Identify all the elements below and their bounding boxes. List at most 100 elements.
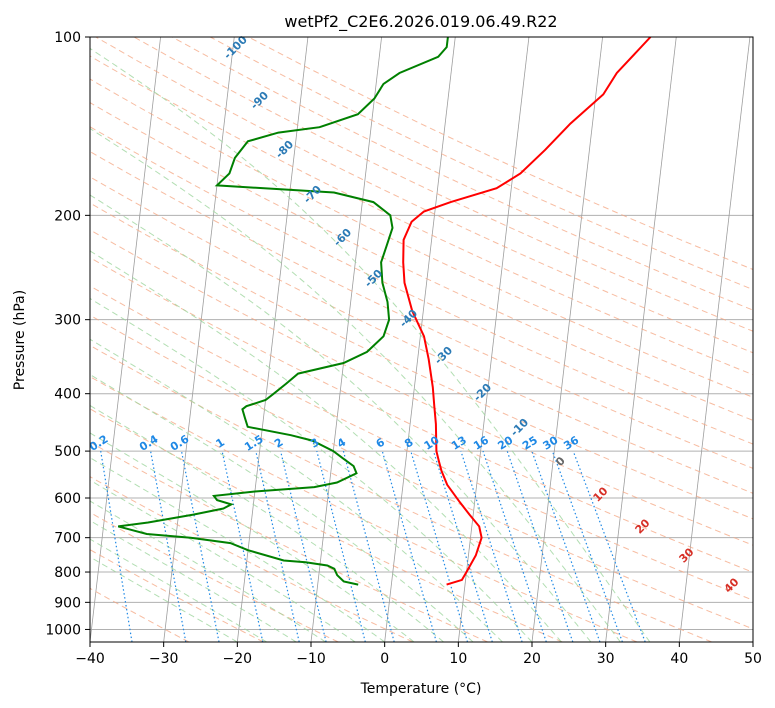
potential-temp-label: -20: [471, 381, 494, 404]
mixing-ratio-label: 13: [449, 434, 469, 453]
isotherm: [90, 37, 161, 642]
mixing-ratio-line: [100, 451, 133, 642]
chart-title: wetPf2_C2E6.2026.019.06.49.R22: [284, 12, 557, 32]
moist-adiabat: [90, 538, 268, 642]
dry-adiabat: [248, 37, 753, 271]
y-axis-ticks: 100 200 300 400 500 600 700 800 900 1000: [45, 30, 90, 638]
mixing-ratio-line: [531, 450, 601, 642]
isotherm: [384, 37, 456, 642]
mixing-ratio-line: [482, 450, 547, 642]
mixing-ratio-label: 0.4: [137, 432, 161, 454]
isotherm: [163, 37, 235, 642]
mixing-ratio-line: [460, 450, 523, 642]
dry-adiabat-label: 30: [677, 545, 697, 565]
dry-adiabat-label: 20: [633, 516, 653, 536]
mixing-ratio-label: 4: [335, 435, 349, 450]
dry-adiabat: [133, 37, 753, 332]
x-axis-label: Temperature (°C): [360, 681, 482, 697]
mixing-ratio-label: 1: [214, 436, 227, 451]
mixing-ratio-label: 6: [374, 435, 388, 450]
mixing-ratio-line: [410, 450, 469, 642]
dry-adiabat: [90, 256, 753, 573]
x-tick-label: −20: [223, 651, 253, 667]
dry-adiabat-label: 10: [591, 484, 611, 504]
isotherm: [457, 37, 530, 642]
potential-temp-label: -90: [248, 89, 271, 112]
mixing-ratio-label: 30: [541, 433, 561, 452]
moist-adiabat: [90, 432, 415, 642]
y-axis-label: Pressure (hPa): [12, 290, 28, 390]
potential-temp-label: -80: [273, 138, 296, 161]
mixing-ratio-line: [432, 450, 493, 642]
dry-adiabat: [90, 549, 264, 642]
x-tick-label: 40: [670, 651, 688, 667]
dry-adiabat-label: 40: [722, 575, 742, 595]
mixing-ratio-line: [255, 450, 300, 642]
dry-adiabat: [90, 150, 753, 469]
dry-adiabat: [90, 376, 638, 642]
y-tick-label: 1000: [45, 622, 81, 638]
temperature-profile-line: [402, 37, 652, 586]
dry-adiabat: [90, 314, 753, 630]
y-tick-label: 200: [54, 208, 81, 224]
mixing-ratio-line: [342, 450, 395, 642]
mixing-ratio-label: 25: [520, 434, 540, 453]
moist-adiabat: [90, 404, 444, 642]
y-tick-label: 800: [54, 565, 81, 581]
dry-adiabat: [95, 37, 753, 354]
mixing-ratio-line: [506, 450, 574, 642]
mixing-ratio-label: 20: [495, 433, 515, 452]
moist-adiabat: [90, 250, 562, 642]
profile-lines: [117, 37, 652, 586]
dry-adiabat: [90, 476, 414, 642]
mixing-ratio-line: [551, 450, 623, 642]
potential-temp-label: -40: [397, 307, 420, 330]
mixing-ratio-line: [180, 450, 220, 642]
y-tick-label: 300: [54, 313, 81, 329]
x-tick-label: −10: [296, 651, 326, 667]
x-tick-label: −40: [75, 651, 105, 667]
moist-adiabat: [90, 297, 533, 642]
x-tick-label: 10: [449, 651, 467, 667]
moist-adiabat: [90, 338, 503, 642]
dry-adiabat: [90, 408, 563, 642]
dry-adiabat: [90, 176, 753, 494]
moist-adiabat: [90, 194, 592, 642]
x-tick-label: 50: [744, 651, 762, 667]
moist-adiabat: [90, 127, 621, 642]
dry-adiabat: [90, 344, 712, 642]
mixing-ratio-line: [150, 450, 187, 642]
mixing-ratio-label: 10: [422, 433, 442, 452]
dry-adiabat: [90, 78, 753, 398]
y-tick-label: 700: [54, 531, 81, 547]
y-tick-label: 500: [54, 444, 81, 460]
potential-temp-label: -10: [508, 416, 531, 439]
x-tick-label: −30: [149, 651, 179, 667]
dry-adiabat: [171, 37, 753, 311]
y-tick-label: 400: [54, 387, 81, 403]
moist-adiabat: [90, 520, 297, 642]
mixing-ratio-label: 8: [402, 436, 415, 451]
background-lines: [90, 37, 753, 642]
moist-adiabat: [90, 373, 474, 642]
dry-adiabat: [90, 587, 190, 642]
isotherm: [678, 37, 751, 642]
mixing-ratio-line: [221, 450, 264, 642]
isotherm: [236, 37, 309, 642]
moist-adiabat: [90, 457, 385, 642]
mixing-ratio-label: 36: [561, 433, 581, 452]
y-tick-label: 100: [54, 30, 81, 46]
x-tick-label: 20: [523, 651, 541, 667]
moist-adiabat: [90, 556, 238, 642]
y-tick-label: 900: [54, 595, 81, 611]
isotherm: [310, 37, 382, 642]
mixing-ratio-line: [280, 450, 327, 642]
dry-adiabat: [90, 511, 339, 642]
mixing-ratio-line: [316, 450, 366, 642]
isotherm: [752, 638, 753, 642]
mixing-ratio-label: 2: [272, 436, 285, 451]
dry-adiabat: [90, 441, 488, 642]
mixing-ratio-line: [381, 450, 437, 642]
isotherm: [605, 37, 677, 642]
